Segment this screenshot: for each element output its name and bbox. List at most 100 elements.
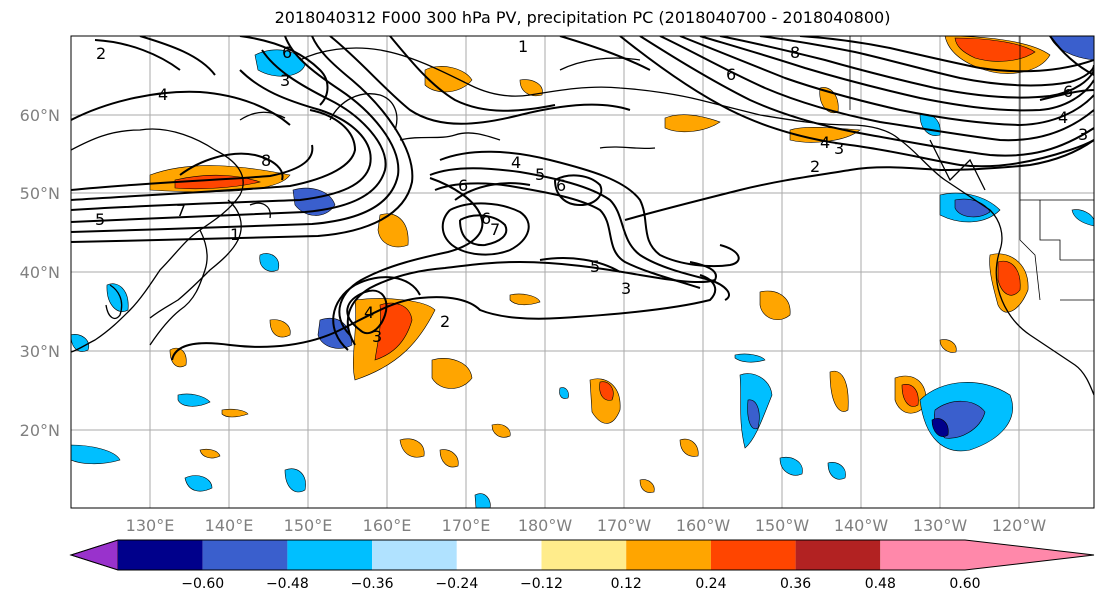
precip-blob: [639, 479, 655, 493]
coastline: [759, 114, 1094, 396]
pv-contour: [441, 202, 530, 256]
pv-contour-label: 4: [820, 133, 830, 152]
precip-blob: [71, 334, 90, 352]
colorbar-segment: [626, 540, 711, 570]
pv-contour-label: 6: [481, 209, 491, 228]
precip-blob: [106, 283, 129, 312]
pv-contour-label: 7: [490, 220, 500, 239]
colorbar-tick-label: −0.36: [351, 576, 394, 592]
coastline: [399, 132, 501, 141]
precip-blob: [491, 423, 511, 438]
pv-contour-label: 2: [96, 44, 106, 63]
pv-contour: [71, 36, 400, 233]
pv-contour-label: 3: [834, 139, 844, 158]
pv-contour: [329, 36, 631, 125]
colorbar-segment: [541, 540, 627, 570]
precip-blob: [221, 408, 249, 418]
pv-contour: [699, 36, 1094, 112]
precip-blob: [184, 475, 213, 492]
pv-contour-label: 8: [790, 43, 800, 62]
colorbar-tick-label: 0.12: [611, 576, 642, 592]
pv-contour: [71, 69, 372, 211]
lon-label: 160°E: [363, 516, 412, 535]
pv-contour-label: 5: [95, 210, 105, 229]
lon-label: 150°E: [284, 516, 333, 535]
pv-contour-label: 4: [364, 303, 374, 322]
colorbar-tick-label: −0.12: [520, 576, 563, 592]
colorbar-segment: [710, 540, 796, 570]
coastline: [149, 229, 208, 346]
map-panel: 2 4 5 8 6 3 7 1 4 5 6 6 6 7 5 3 2 4 3 1 …: [71, 36, 1094, 508]
precip-blob: [399, 438, 425, 458]
lat-label: 60°N: [20, 106, 60, 125]
pv-contour-label: 3: [372, 327, 382, 346]
latitude-labels: 60°N 50°N 40°N 30°N 20°N: [20, 106, 60, 440]
pv-contour-label: 2: [810, 157, 820, 176]
lon-label: 170°E: [442, 516, 491, 535]
coastline: [599, 146, 656, 150]
precip-blob: [954, 37, 1036, 62]
lat-label: 30°N: [20, 342, 60, 361]
coastline: [529, 86, 761, 116]
coastline: [249, 202, 271, 219]
pv-contour: [559, 36, 651, 71]
pv-contour: [71, 49, 387, 223]
pv-contour: [624, 139, 1094, 221]
precip-blob: [71, 444, 121, 465]
pv-contour-label: 4: [158, 85, 168, 104]
lon-label: 160°W: [676, 516, 731, 535]
pv-contour: [459, 214, 508, 247]
precip-blob: [901, 384, 919, 407]
precip-blob: [931, 418, 949, 437]
precip-blob: [789, 126, 861, 143]
pv-contour-label: 7: [176, 201, 186, 220]
precip-anomaly-shading: [71, 36, 1094, 508]
precip-blob: [199, 448, 221, 459]
pv-contour: [239, 36, 329, 106]
pv-contour-labels: 2 4 5 8 6 3 7 1 4 5 6 6 6 7 5 3 2 4 3 1 …: [95, 37, 1088, 346]
lon-label: 140°E: [205, 516, 254, 535]
figure-title: 2018040312 F000 300 hPa PV, precipitatio…: [274, 8, 891, 27]
lat-label: 40°N: [20, 263, 60, 282]
pv-contour-label: 1: [230, 225, 240, 244]
pv-contour-label: 6: [1063, 82, 1073, 101]
precip-blob: [829, 370, 849, 412]
pv-contour-label: 6: [458, 176, 468, 195]
lon-label: 170°W: [597, 516, 652, 535]
colorbar-segment: [372, 540, 457, 570]
precip-blob: [177, 393, 211, 407]
pv-contour: [454, 182, 531, 201]
coastlines: [71, 47, 1094, 396]
pv-contour: [94, 39, 181, 71]
coastline: [299, 47, 531, 97]
precip-blob: [431, 358, 473, 389]
pv-contour: [539, 257, 621, 273]
pv-contour-label: 3: [1078, 125, 1088, 144]
pv-contour: [139, 36, 216, 76]
pv-contour: [71, 36, 414, 243]
colorbar-tick-label: −0.60: [181, 576, 224, 592]
lon-label: 180°W: [518, 516, 573, 535]
pv-contour: [719, 36, 1094, 99]
precip-blob: [664, 114, 721, 133]
pv-contour: [659, 36, 1094, 142]
pv-contour-label: 3: [621, 279, 631, 298]
colorbar-segment: [287, 540, 373, 570]
precip-blob: [939, 339, 957, 353]
pv-contour: [799, 36, 1094, 73]
pv-contour-label: 5: [535, 165, 545, 184]
colorbar-segment: [202, 540, 288, 570]
precip-blob: [284, 468, 306, 493]
colorbar-tick-label: 0.24: [695, 576, 726, 592]
pv-contour: [346, 289, 388, 335]
lon-label: 130°E: [126, 516, 175, 535]
coastline: [105, 284, 123, 319]
lon-label: 150°W: [755, 516, 810, 535]
precip-blob: [509, 293, 541, 306]
pv-contour: [71, 90, 291, 126]
pv-contour: [1049, 36, 1094, 76]
precip-blob: [377, 213, 409, 248]
colorbar: −0.60 −0.48 −0.36 −0.24 −0.12 0.12 0.24 …: [69, 539, 1095, 592]
map-frame: [70, 35, 1095, 509]
precip-blob: [269, 319, 291, 338]
